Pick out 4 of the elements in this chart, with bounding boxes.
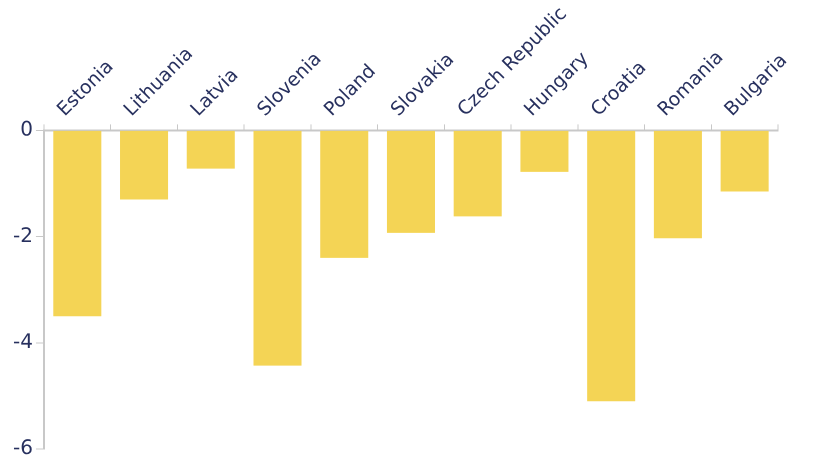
y-tick-label: -6 (12, 435, 33, 460)
y-tick-label: -4 (12, 329, 33, 354)
y-tick-label: -2 (12, 222, 33, 247)
y-tick-label: 0 (20, 116, 33, 141)
